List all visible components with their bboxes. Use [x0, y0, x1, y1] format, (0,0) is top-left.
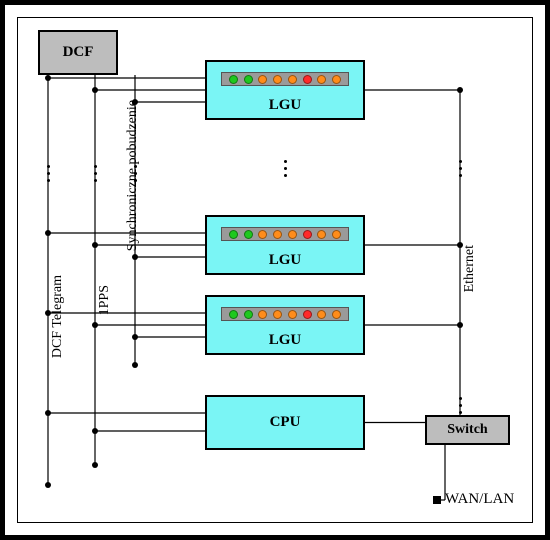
led-icon	[332, 310, 341, 319]
led-icon	[332, 230, 341, 239]
led-icon	[229, 75, 238, 84]
led-icon	[273, 230, 282, 239]
led-icon	[332, 75, 341, 84]
ellipsis-icon	[457, 160, 463, 177]
led-icon	[229, 310, 238, 319]
led-icon	[244, 230, 253, 239]
led-icon	[244, 75, 253, 84]
lgu-block-3: LGU	[205, 295, 365, 355]
led-icon	[303, 310, 312, 319]
ellipsis-icon	[282, 160, 288, 177]
led-icon	[317, 310, 326, 319]
led-icon	[273, 75, 282, 84]
ellipsis-icon	[457, 397, 463, 414]
label-dcf-telegram: DCF Telegram	[50, 275, 66, 358]
led-icon	[258, 75, 267, 84]
led-strip	[221, 227, 349, 241]
lgu-block-1: LGU	[205, 60, 365, 120]
led-icon	[303, 230, 312, 239]
lgu-label: LGU	[269, 332, 302, 349]
dcf-label: DCF	[63, 44, 94, 61]
led-icon	[288, 75, 297, 84]
lgu-label: LGU	[269, 252, 302, 269]
led-icon	[288, 230, 297, 239]
led-icon	[288, 310, 297, 319]
led-icon	[303, 75, 312, 84]
ellipsis-icon	[132, 165, 138, 182]
led-strip	[221, 72, 349, 86]
led-strip	[221, 307, 349, 321]
led-icon	[273, 310, 282, 319]
dcf-block: DCF	[38, 30, 118, 75]
led-icon	[229, 230, 238, 239]
ellipsis-icon	[92, 165, 98, 182]
led-icon	[258, 310, 267, 319]
diagram-frame: DCF LGU LGU LGU CPU Switch DCF Telegram …	[0, 0, 550, 540]
label-wan-lan: WAN/LAN	[445, 491, 514, 508]
switch-block: Switch	[425, 415, 510, 445]
cpu-block: CPU	[205, 395, 365, 450]
lgu-label: LGU	[269, 97, 302, 114]
led-icon	[317, 75, 326, 84]
label-ethernet: Ethernet	[462, 245, 478, 292]
ellipsis-icon	[45, 165, 51, 182]
led-icon	[258, 230, 267, 239]
switch-label: Switch	[447, 422, 487, 438]
label-1pps: 1PPS	[97, 285, 113, 315]
cpu-label: CPU	[270, 414, 301, 431]
lgu-block-2: LGU	[205, 215, 365, 275]
led-icon	[317, 230, 326, 239]
led-icon	[244, 310, 253, 319]
